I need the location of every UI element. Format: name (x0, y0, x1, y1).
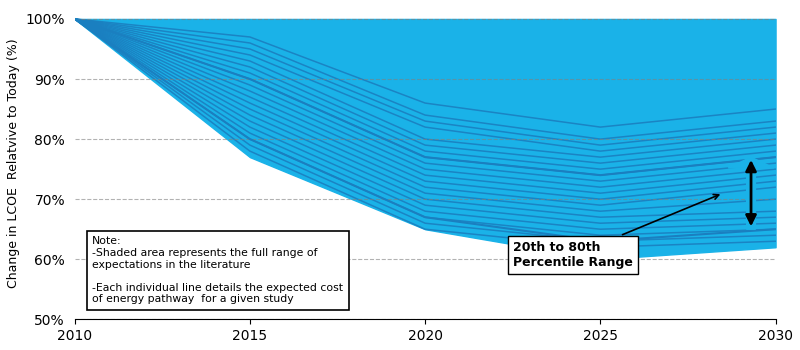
FancyArrow shape (728, 157, 774, 229)
Text: 20th to 80th
Percentile Range: 20th to 80th Percentile Range (513, 195, 718, 269)
Y-axis label: Change in LCOE  Relatvive to Today (%): Change in LCOE Relatvive to Today (%) (7, 38, 20, 288)
Text: Note:
-Shaded area represents the full range of
expectations in the literature

: Note: -Shaded area represents the full r… (92, 236, 343, 304)
